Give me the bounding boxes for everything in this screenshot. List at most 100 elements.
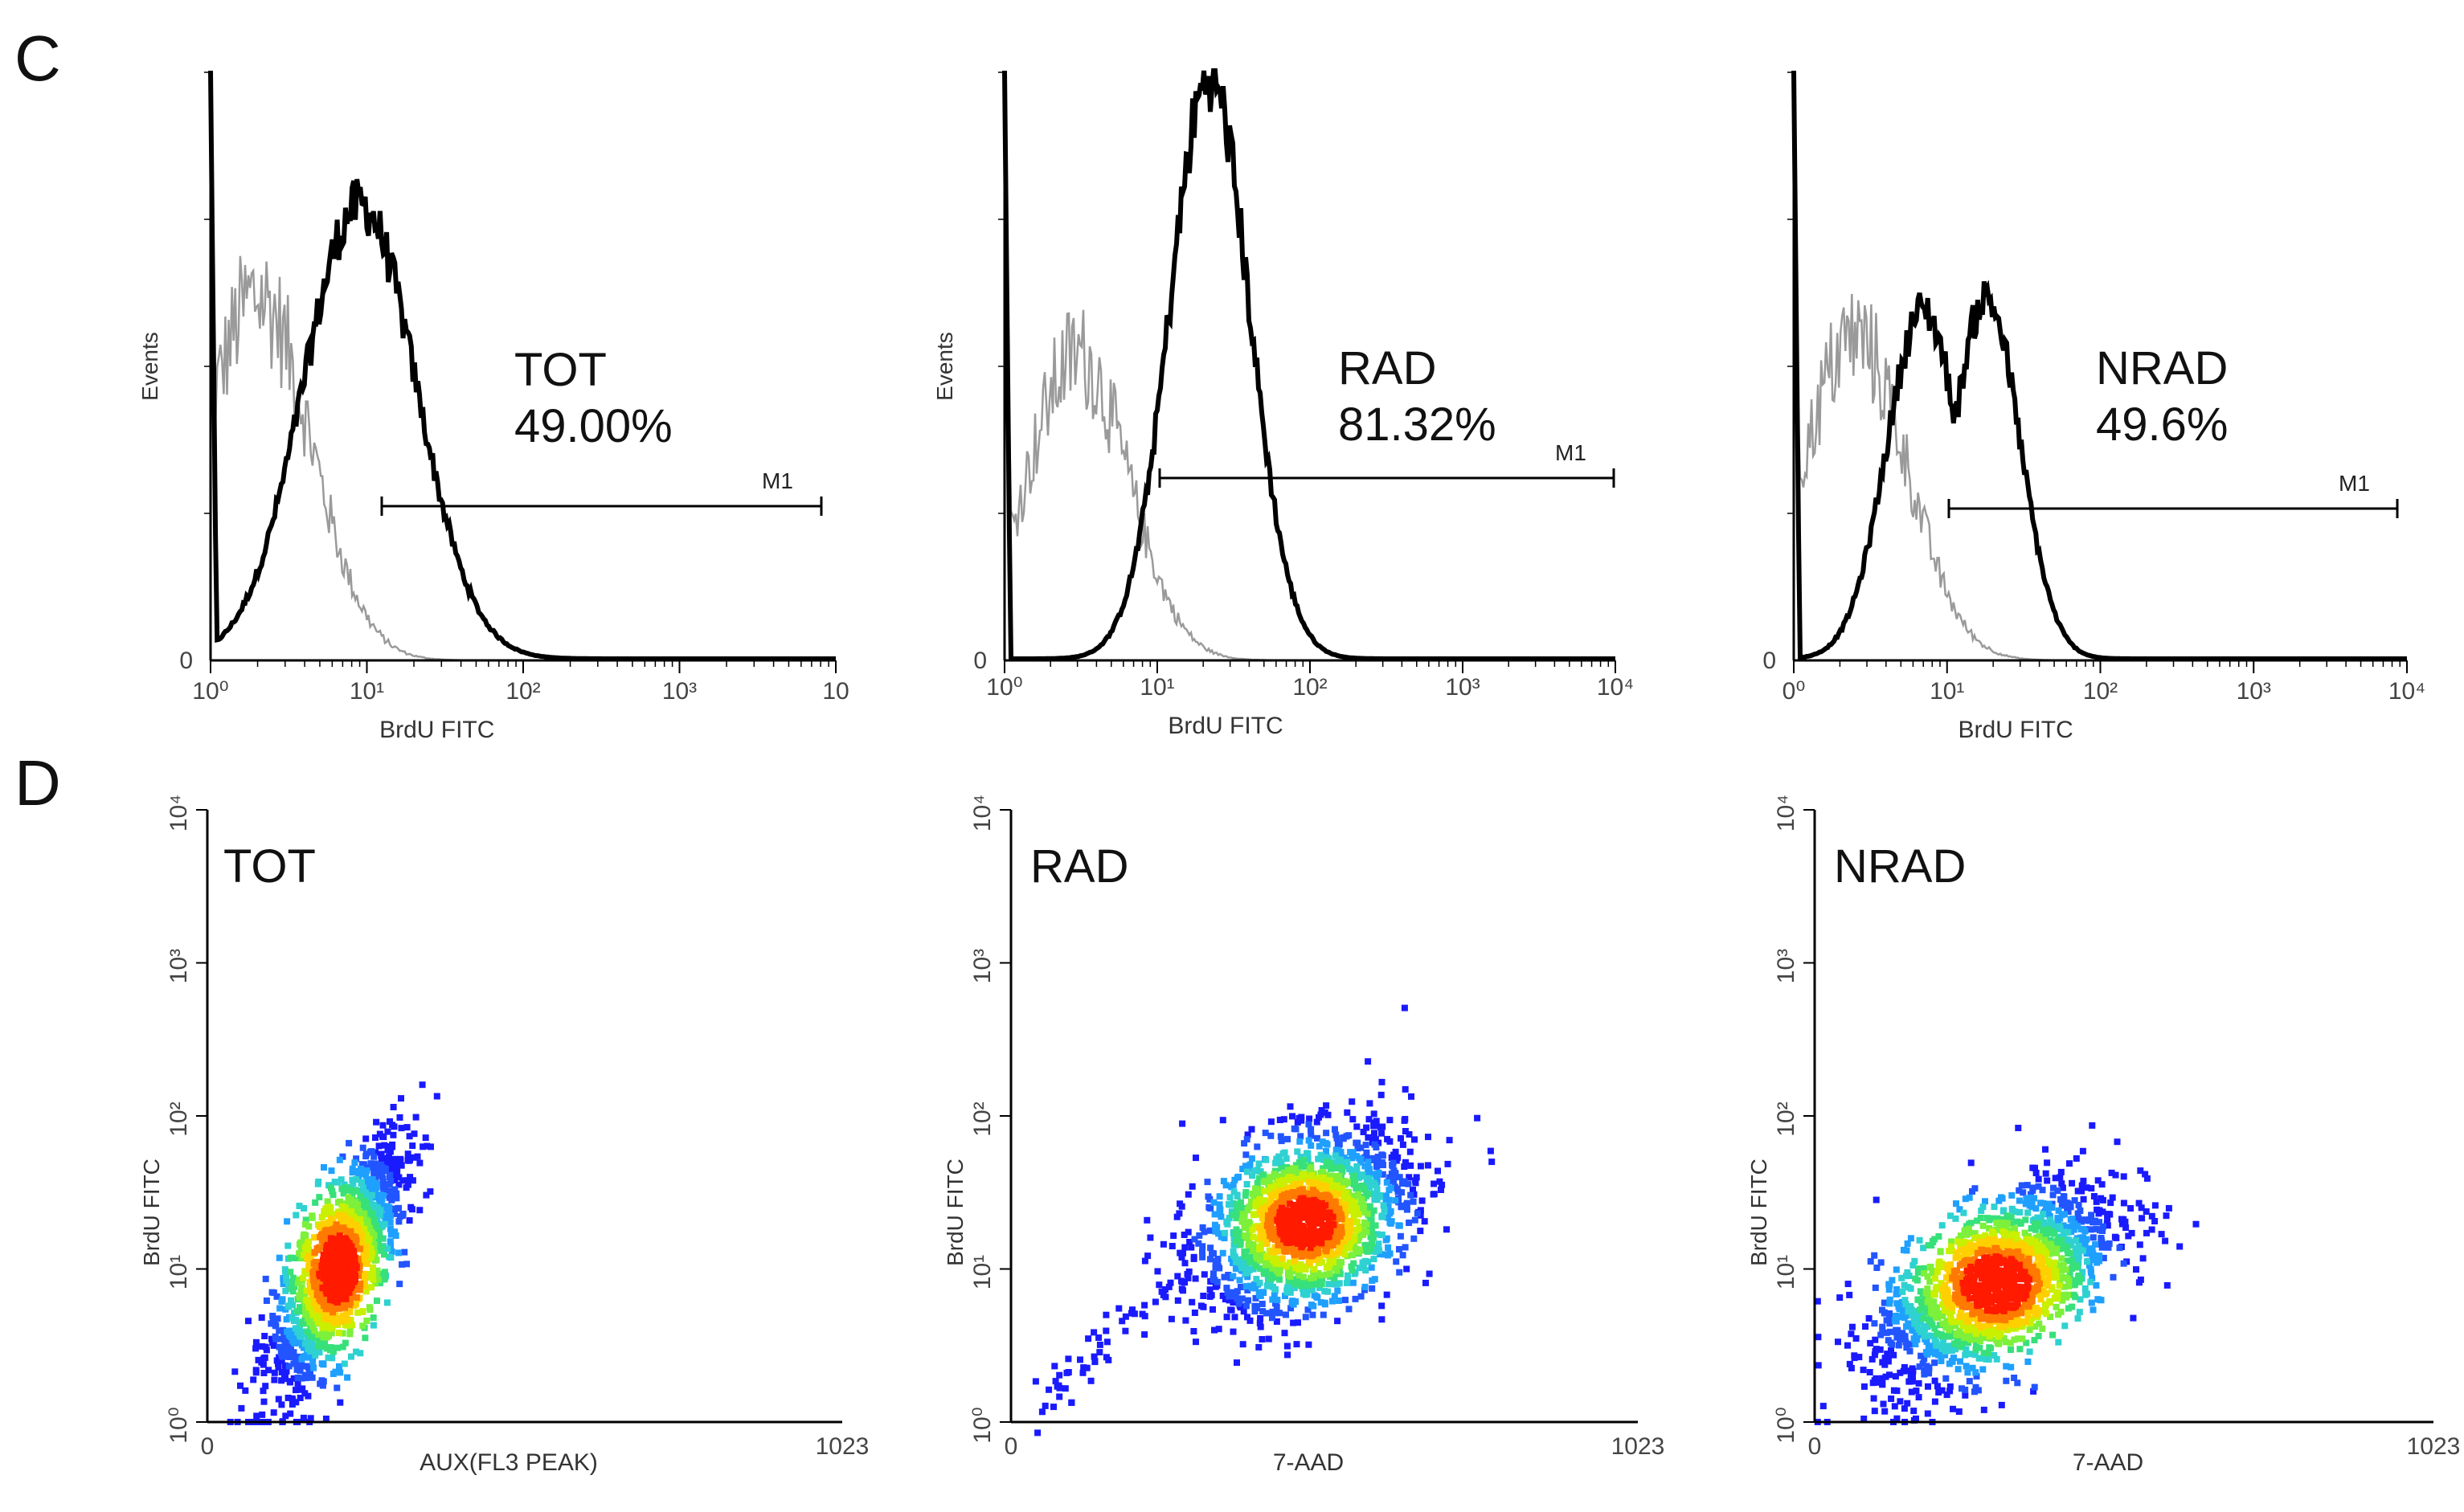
scatter-point (1255, 1224, 1263, 1232)
scatter-point (2011, 1375, 2018, 1381)
scatter-point (1308, 1286, 1316, 1293)
scatter-point (1324, 1233, 1332, 1240)
scatter-point (353, 1348, 360, 1355)
scatter-point (1893, 1387, 1901, 1395)
scatter-point (2084, 1258, 2090, 1265)
scatter-point (1361, 1242, 1369, 1248)
scatter-point (1377, 1091, 1385, 1098)
scatter-point (1894, 1326, 1901, 1334)
scatter-point (1897, 1369, 1904, 1376)
scatter-point (1991, 1232, 1998, 1240)
y-tick-label: 10³ (166, 949, 192, 983)
scatter-point (1902, 1301, 1909, 1308)
scatter-point (1182, 1317, 1189, 1324)
scatter-point (1975, 1235, 1983, 1242)
scatter-point (1944, 1289, 1951, 1296)
scatter-point (1250, 1241, 1257, 1248)
x-tick-label: 0⁰ (1783, 678, 1806, 705)
scatter-point (1963, 1363, 1970, 1370)
population-label: RAD (1030, 840, 1128, 893)
histogram-tot: M1 TOT 49.00% Events 0 10⁰ 10¹ 10² 10³ 1… (137, 70, 849, 743)
scatter-point (1848, 1365, 1855, 1371)
scatter-point (372, 1280, 379, 1287)
scatter-point (1158, 1288, 1165, 1295)
scatter-point (262, 1343, 269, 1351)
scatter-point (1216, 1193, 1223, 1200)
scatter-point (1253, 1302, 1260, 1310)
scatter-point (320, 1220, 327, 1228)
scatter-point (2028, 1203, 2036, 1211)
scatter-point (391, 1186, 399, 1193)
scatter-point (1406, 1220, 1413, 1226)
scatter-point (1312, 1238, 1319, 1245)
scatter-point (1399, 1180, 1406, 1187)
scatter-point (1335, 1191, 1342, 1198)
scatter-point (1360, 1129, 1367, 1135)
scatter-point (1328, 1173, 1335, 1180)
scatter-point (280, 1331, 288, 1338)
scatter-point (1375, 1171, 1381, 1178)
scatter-point (1201, 1271, 1208, 1278)
scatter-point (2028, 1314, 2036, 1322)
population-label: RAD (1338, 342, 1436, 394)
scatter-point (1312, 1179, 1319, 1187)
scatter-point (350, 1179, 357, 1187)
scatter-point (1919, 1360, 1926, 1367)
scatter-point (1278, 1261, 1285, 1267)
scatter-point (1238, 1295, 1246, 1302)
scatter-point (1344, 1279, 1350, 1286)
scatter-point (1038, 1408, 1046, 1416)
scatter-point (411, 1154, 418, 1161)
scatter-point (1305, 1137, 1312, 1144)
scatter-point (1931, 1377, 1938, 1384)
scatter-point (282, 1412, 289, 1420)
scatter-point (1241, 1248, 1248, 1256)
scatter-point (1402, 1085, 1409, 1093)
scatter-point (356, 1208, 363, 1216)
scatter-point (2143, 1208, 2150, 1215)
scatter-point (1402, 1244, 1409, 1251)
scatter-point (1963, 1252, 1970, 1259)
scatter-point (297, 1367, 304, 1375)
scatter-point (1390, 1177, 1398, 1184)
scatter-point (1948, 1243, 1954, 1250)
scatter-point (1399, 1252, 1406, 1259)
scatter-point (2012, 1225, 2018, 1232)
scatter-point (1046, 1386, 1053, 1393)
scatter-point (352, 1208, 359, 1216)
scatter-point (329, 1187, 336, 1195)
scatter-point (1261, 1197, 1268, 1204)
scatter-point (376, 1130, 383, 1138)
scatter-point (379, 1179, 387, 1186)
scatter-point (334, 1267, 341, 1274)
scatter-point (297, 1395, 304, 1401)
scatter-point (399, 1261, 406, 1268)
scatter-point (2078, 1182, 2085, 1189)
scatter-point (2008, 1363, 2015, 1371)
scatter-point (362, 1171, 370, 1179)
scatter-point (1877, 1346, 1884, 1353)
scatter-point (1361, 1204, 1367, 1212)
scatter-point (1200, 1293, 1207, 1299)
scatter-point (1226, 1215, 1233, 1222)
percent-label: 49.00% (514, 400, 673, 452)
scatter-point (353, 1176, 360, 1183)
scatter-point (1288, 1223, 1295, 1230)
scatter-point (384, 1209, 391, 1216)
scatter-point (2024, 1251, 2031, 1258)
scatter-point (1877, 1331, 1885, 1338)
scatter-point (292, 1255, 299, 1261)
scatter-nrad: NRAD BrdU FITC 7-AAD 10⁰ 10¹ 10² 10³ 10⁴… (1746, 795, 2460, 1476)
scatter-point (1949, 1308, 1956, 1314)
scatter-point (1886, 1310, 1893, 1317)
x-tick-label: 0 (1005, 1433, 1018, 1460)
scatter-point (270, 1342, 277, 1349)
scatter-point (1332, 1160, 1339, 1167)
scatter-point (350, 1302, 358, 1309)
x-tick-label: 1023 (816, 1433, 870, 1460)
scatter-point (1933, 1304, 1940, 1311)
scatter-point (363, 1261, 370, 1267)
scatter-point (1417, 1163, 1424, 1170)
scatter-point (2094, 1206, 2101, 1213)
scatter-point (2036, 1320, 2043, 1327)
